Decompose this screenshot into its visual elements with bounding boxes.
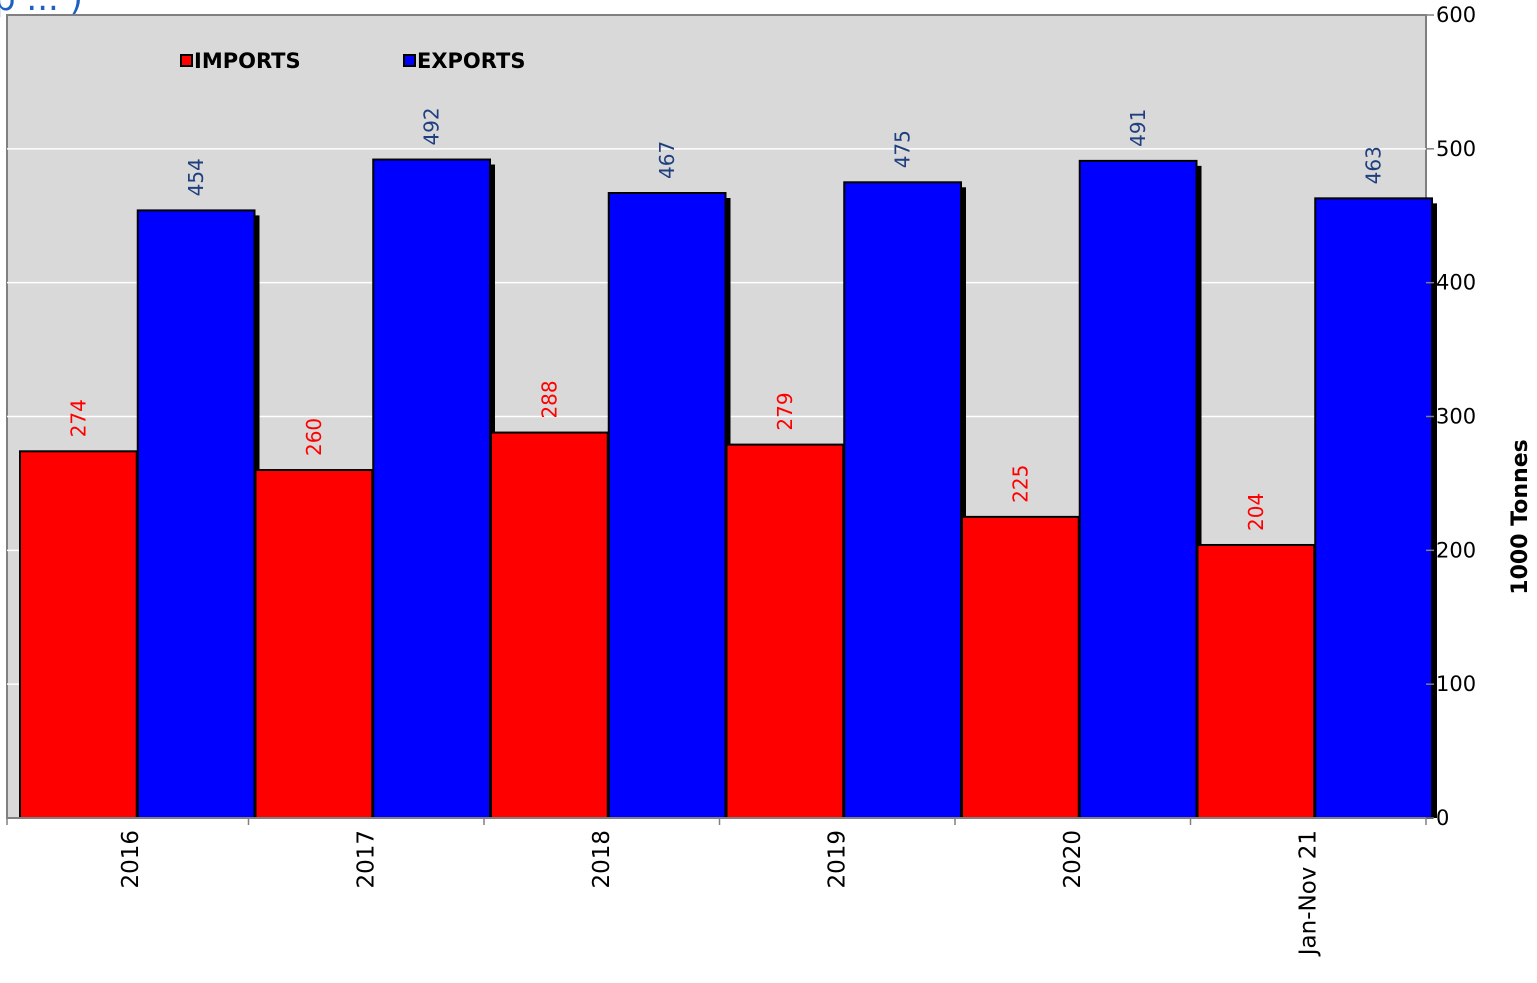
bar-imports-2016 <box>19 450 138 819</box>
legend: IMPORTS EXPORTS <box>180 49 525 73</box>
y-tick-label: 200 <box>1436 538 1476 562</box>
bar-exports-2018 <box>607 191 727 819</box>
data-label: 475 <box>891 130 915 168</box>
data-label: 225 <box>1008 465 1032 503</box>
data-label: 260 <box>302 418 326 456</box>
data-label: 274 <box>66 399 90 437</box>
bar-imports-2018 <box>490 431 609 819</box>
data-label: 492 <box>420 107 444 145</box>
y-tick-label: 600 <box>1436 3 1476 27</box>
bar-imports-2017 <box>254 469 374 819</box>
bars-group <box>19 158 1437 820</box>
x-tick-label: Jan-Nov 21 <box>1295 830 1321 957</box>
y-tick-label: 100 <box>1436 672 1476 696</box>
axes-group: 0 100 200 300 400 500 600 2016 2017 2018 2019 2020 J… <box>6 3 1476 957</box>
y-tick-label: 300 <box>1436 405 1476 429</box>
x-tick-label: 2019 <box>824 830 850 889</box>
legend-label: IMPORTS <box>194 49 301 73</box>
y-tick-label: 400 <box>1436 271 1476 295</box>
x-tick-label: 2016 <box>118 830 144 889</box>
y-tick-label: 0 <box>1436 806 1449 830</box>
x-tick-label: 2020 <box>1060 830 1086 889</box>
legend-label: EXPORTS <box>417 49 525 73</box>
data-label: 467 <box>655 141 679 179</box>
legend-swatch <box>180 54 193 67</box>
data-label: 463 <box>1362 146 1386 184</box>
data-label: 491 <box>1126 109 1150 147</box>
x-tick-label: 2017 <box>353 830 379 889</box>
bar-exports-2017 <box>372 158 491 820</box>
bar-exports-2019 <box>843 181 962 819</box>
data-label: 279 <box>773 392 797 430</box>
bar-exports-2020 <box>1078 159 1198 819</box>
legend-swatch <box>403 54 416 67</box>
bar-exports-jan-nov-21 <box>1314 197 1433 819</box>
data-label: 454 <box>184 158 208 196</box>
bar-exports-2016 <box>136 209 256 819</box>
bar-imports-jan-nov-21 <box>1196 543 1316 819</box>
value-labels-group: 274 454 260 492 288 467 279 475 225 491 204 463 <box>66 107 1385 531</box>
bar-imports-2019 <box>725 443 845 819</box>
y-tick-label: 500 <box>1436 137 1476 161</box>
y-axis-label: 1000 Tonnes <box>1508 439 1533 594</box>
data-label: 288 <box>537 380 561 418</box>
bar-imports-2020 <box>961 515 1080 819</box>
data-label: 204 <box>1244 493 1268 531</box>
x-tick-label: 2018 <box>589 830 615 889</box>
